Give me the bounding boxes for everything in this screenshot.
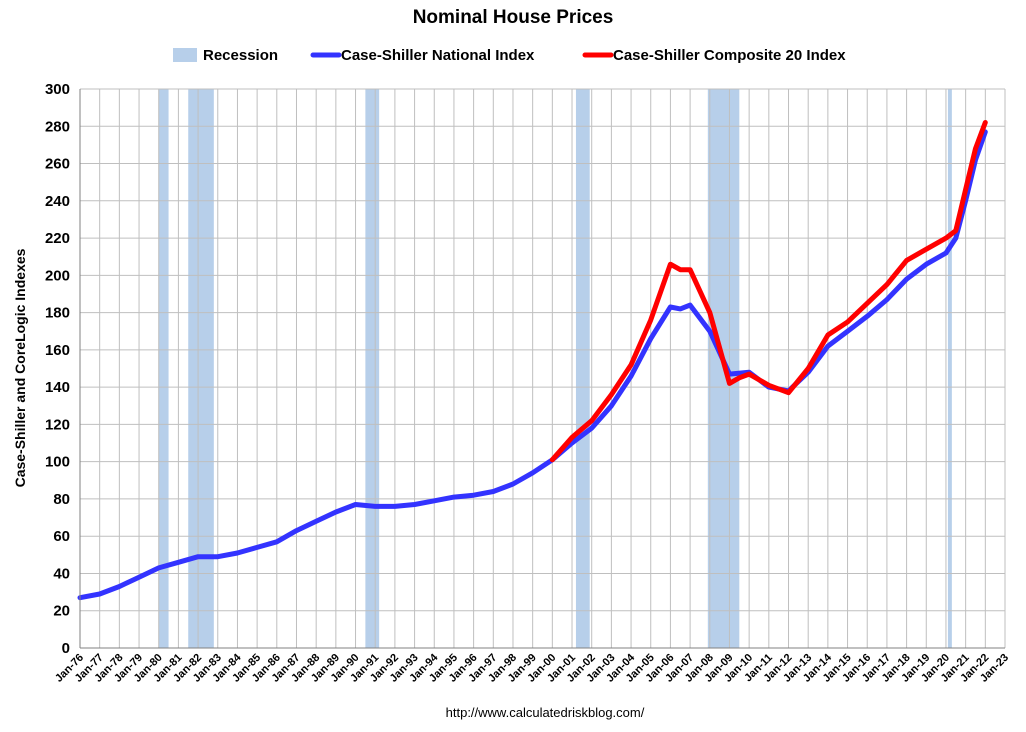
axes <box>79 89 1005 649</box>
y-tick-label-260: 260 <box>45 156 70 173</box>
y-tick-label-0: 0 <box>62 640 70 657</box>
y-tick-label-200: 200 <box>45 267 70 284</box>
y-tick-label-80: 80 <box>53 491 70 508</box>
recession-bands <box>158 89 952 648</box>
series-lines <box>77 120 988 601</box>
series-line-composite-20-index <box>549 120 988 463</box>
legend-composite20-label: Case-Shiller Composite 20 Index <box>613 47 846 64</box>
y-tick-label-140: 140 <box>45 379 70 396</box>
y-tick-label-180: 180 <box>45 305 70 322</box>
recession-band-0 <box>158 89 169 648</box>
y-tick-label-280: 280 <box>45 118 70 135</box>
y-tick-label-240: 240 <box>45 193 70 210</box>
legend-national-label: Case-Shiller National Index <box>341 47 535 64</box>
y-axis-ticks: 0 20 40 60 80 100 120 140 160 180 200 220 240 260 280 3… <box>45 81 70 657</box>
legend: Recession Case-Shiller National Index Ca… <box>173 47 846 64</box>
legend-recession-label: Recession <box>203 47 278 64</box>
y-axis-label: Case-Shiller and CoreLogic Indexes <box>12 248 28 487</box>
recession-band-2 <box>365 89 380 648</box>
y-tick-label-120: 120 <box>45 416 70 433</box>
y-tick-label-20: 20 <box>53 603 70 620</box>
y-tick-label-160: 160 <box>45 342 70 359</box>
chart-title: Nominal House Prices <box>413 7 614 28</box>
gridlines <box>79 88 1006 648</box>
y-tick-label-300: 300 <box>45 81 70 98</box>
source-url: http://www.calculatedriskblog.com/ <box>446 705 645 720</box>
recession-band-3 <box>575 89 590 648</box>
recession-band-1 <box>188 89 214 648</box>
recession-band-5 <box>947 89 952 648</box>
y-tick-label-60: 60 <box>53 528 70 545</box>
legend-recession-swatch <box>173 48 197 62</box>
y-tick-label-40: 40 <box>53 565 70 582</box>
y-tick-label-100: 100 <box>45 454 70 471</box>
x-axis-ticks: Jan-76Jan-77Jan-78Jan-79Jan-80Jan-81Jan-… <box>53 651 1011 685</box>
y-tick-label-220: 220 <box>45 230 70 247</box>
